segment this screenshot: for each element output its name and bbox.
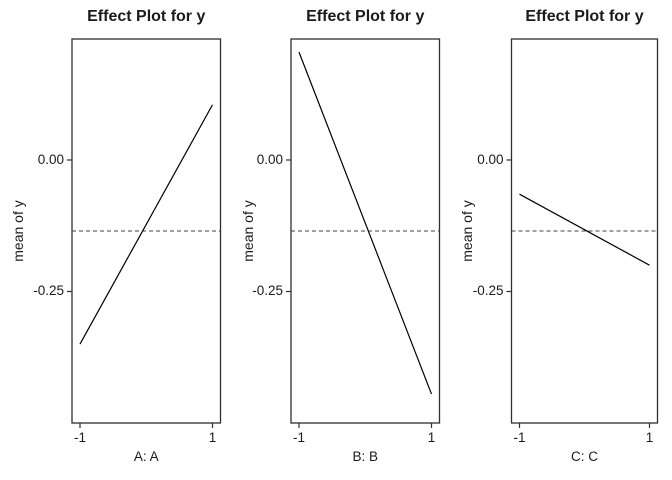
effect-line	[79, 104, 214, 345]
effect-line	[298, 51, 433, 395]
effect-line	[519, 193, 650, 266]
